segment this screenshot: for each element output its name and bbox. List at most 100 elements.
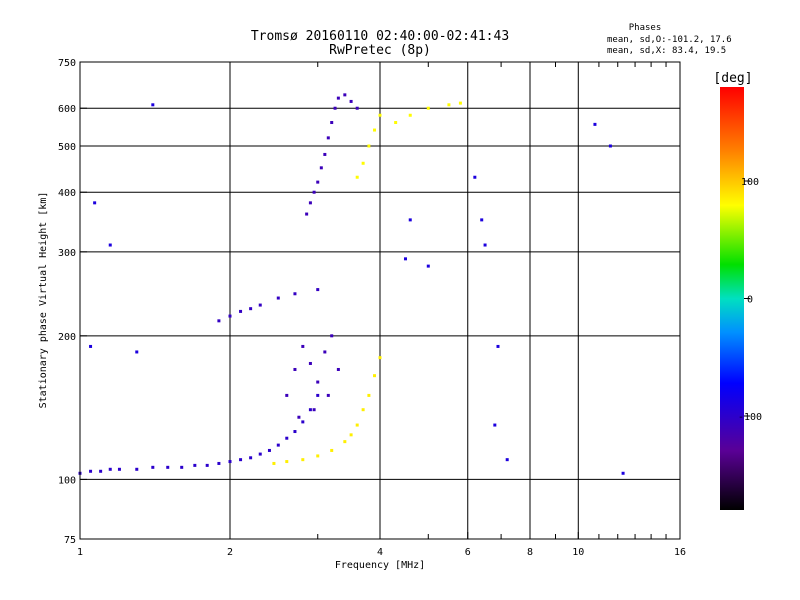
chart-title: Tromsø 20160110 02:40:00-02:41:43 (251, 29, 509, 44)
data-point (276, 443, 280, 447)
data-point (426, 264, 430, 268)
data-point (308, 408, 312, 412)
data-point (308, 361, 312, 365)
data-point (367, 144, 371, 148)
data-point (293, 367, 297, 371)
data-point (308, 201, 312, 205)
data-point (326, 136, 330, 140)
data-point (336, 96, 340, 100)
y-tick-label: 750 (58, 58, 76, 69)
data-point (343, 93, 347, 97)
data-point (361, 161, 365, 165)
series-e-layer-x-mode (272, 356, 382, 465)
data-point (316, 380, 320, 384)
grid-lines (80, 62, 680, 539)
data-point (135, 350, 139, 354)
x-tick-label: 1 (77, 547, 83, 558)
colorbar (720, 87, 744, 510)
data-point (323, 350, 327, 354)
x-tick-label: 4 (377, 547, 383, 558)
data-point (316, 393, 320, 397)
data-point (408, 218, 412, 222)
data-point (378, 113, 382, 117)
stats-o-mode: mean, sd,O:-101.2, 17.6 (607, 35, 732, 45)
data-point (301, 420, 305, 424)
x-axis-label: Frequency [MHz] (335, 560, 425, 571)
colorbar-tick-label: 100 (741, 177, 759, 188)
chart-subtitle: RwPretec (8p) (329, 43, 431, 58)
data-point (333, 106, 337, 110)
data-point (343, 440, 347, 444)
data-point (483, 243, 487, 247)
data-point (193, 463, 197, 467)
data-point (249, 307, 253, 311)
data-point (355, 175, 359, 179)
y-tick-label: 100 (58, 475, 76, 486)
data-point (394, 121, 398, 125)
data-point (249, 456, 253, 460)
y-tick-label: 75 (64, 535, 76, 546)
data-point (355, 106, 359, 110)
data-point (180, 465, 184, 469)
data-point (285, 460, 289, 464)
data-point (608, 144, 612, 148)
y-tick-label: 600 (58, 104, 76, 115)
data-point (316, 180, 320, 184)
series-f2-x-mode (355, 101, 462, 179)
data-point (593, 122, 597, 126)
data-point (447, 103, 451, 107)
data-point (267, 448, 271, 452)
data-point (496, 344, 500, 348)
data-point (135, 467, 139, 471)
data-point (89, 469, 93, 473)
data-point (316, 288, 320, 292)
data-point (336, 367, 340, 371)
data-point (285, 436, 289, 440)
data-point (408, 113, 412, 117)
data-point (319, 166, 323, 170)
data-point (228, 314, 232, 318)
series-e-layer-o-mode (78, 393, 320, 475)
data-point (276, 296, 280, 300)
data-point (349, 433, 353, 437)
x-tick-label: 16 (674, 547, 686, 558)
data-point (367, 393, 371, 397)
data-point (480, 218, 484, 222)
data-point (349, 99, 353, 103)
x-tick-label: 8 (527, 547, 533, 558)
data-point (330, 448, 334, 452)
data-point (361, 408, 365, 412)
data-point (378, 356, 382, 360)
y-tick-label: 200 (58, 332, 76, 343)
series-es-f1-spread (285, 334, 340, 419)
colorbar-ticks: 100 0 -100 (738, 177, 762, 423)
data-point (217, 319, 221, 323)
data-point (258, 303, 262, 307)
data-point (373, 374, 377, 378)
data-point (373, 128, 377, 132)
data-point (323, 152, 327, 156)
data-point (505, 458, 509, 462)
series-f2-o-mode (305, 93, 359, 216)
colorbar-label: [deg] (713, 71, 752, 86)
x-tick-label: 2 (227, 547, 233, 558)
axis-ticks: 1 2 4 6 8 10 16 75 100 200 300 400 500 600 750 (58, 58, 686, 558)
stats-heading: Phases (629, 23, 662, 33)
data-point (285, 393, 289, 397)
scatter-points (78, 93, 625, 475)
data-point (151, 103, 155, 107)
y-tick-label: 300 (58, 248, 76, 259)
data-point (330, 121, 334, 125)
data-point (239, 458, 243, 462)
data-point (355, 423, 359, 427)
data-point (272, 461, 276, 465)
data-point (166, 465, 170, 469)
series-f1-cusp (217, 288, 320, 323)
data-point (93, 201, 97, 205)
data-point (151, 465, 155, 469)
data-point (297, 415, 301, 419)
y-tick-label: 500 (58, 142, 76, 153)
data-point (312, 408, 316, 412)
y-tick-label: 400 (58, 188, 76, 199)
